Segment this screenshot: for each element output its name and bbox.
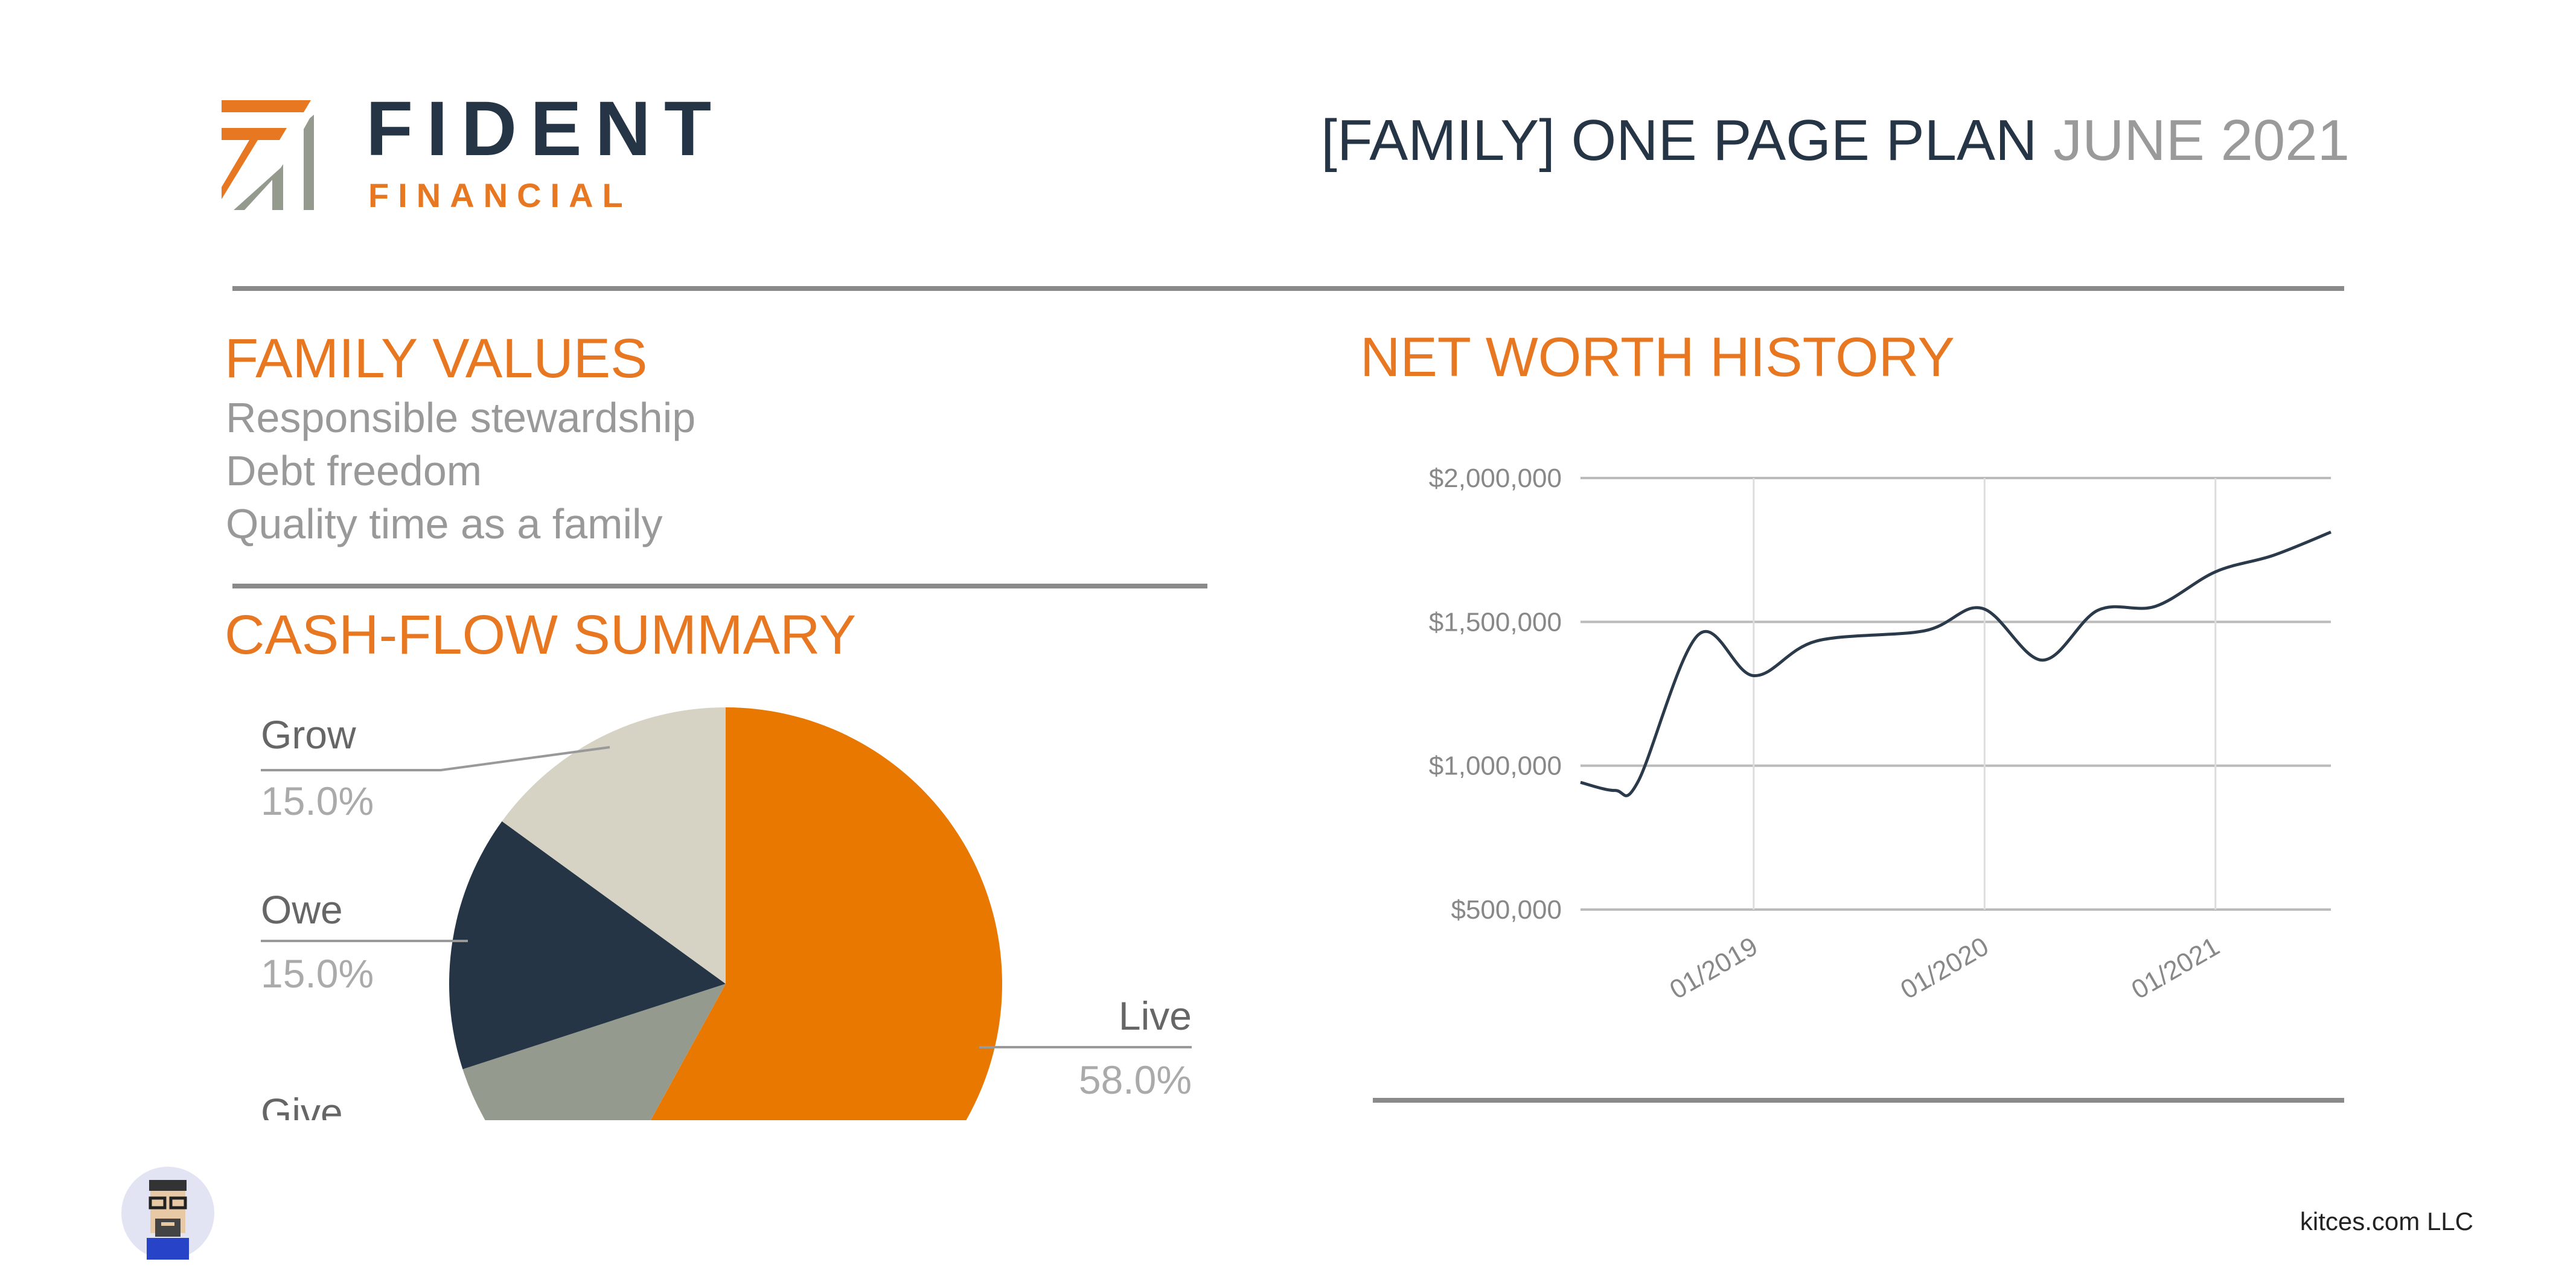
pie-label-owe: Owe xyxy=(261,887,343,932)
y-tick-label: $2,000,000 xyxy=(1429,464,1562,493)
y-tick-label: $500,000 xyxy=(1451,895,1562,925)
net-worth-heading: NET WORTH HISTORY xyxy=(1360,327,1955,388)
logo-name: FIDENT xyxy=(366,86,725,172)
pie-label-live: Live xyxy=(1119,993,1192,1038)
pie-pct-live: 58.0% xyxy=(1079,1057,1192,1102)
family-value-item: Debt freedom xyxy=(226,447,482,494)
pie-label-grow: Grow xyxy=(261,712,356,757)
pie-pct-grow: 15.0% xyxy=(261,779,374,823)
chart-divider xyxy=(1373,1098,2344,1103)
pie-leader-grow xyxy=(261,746,610,771)
x-tick-label: 01/2019 xyxy=(1665,931,1763,1005)
net-worth-line-chart: $2,000,000 $1,500,000 $1,000,000 $500,000 0… xyxy=(1429,464,2332,1005)
y-tick-label: $1,500,000 xyxy=(1429,607,1562,637)
page-title: [FAMILY] ONE PAGE PLAN JUNE 2021 xyxy=(1321,112,2350,170)
footer-credit: kitces.com LLC xyxy=(2300,1207,2473,1235)
pie-label-give: Give xyxy=(261,1090,343,1120)
family-value-item: Responsible stewardship xyxy=(226,394,696,441)
pie-slice-owe xyxy=(449,821,726,1070)
plan-date: JUNE 2021 xyxy=(2053,108,2350,173)
cash-flow-heading: CASH-FLOW SUMMARY xyxy=(225,604,857,666)
pie-slice-grow xyxy=(502,707,726,984)
cash-flow-pie-chart: Grow 15.0% Owe 15.0% Give Live 58.0% xyxy=(261,707,1192,1120)
pie-slice-live xyxy=(650,707,1002,1120)
family-values-heading: FAMILY VALUES xyxy=(225,328,648,389)
logo-icon xyxy=(222,100,314,210)
author-avatar xyxy=(121,1167,214,1260)
plan-title: [FAMILY] ONE PAGE PLAN xyxy=(1321,108,2037,173)
family-value-item: Quality time as a family xyxy=(226,500,663,547)
x-tick-label: 01/2021 xyxy=(2127,931,2225,1005)
x-tick-label: 01/2020 xyxy=(1896,931,1993,1005)
y-tick-label: $1,000,000 xyxy=(1429,751,1562,781)
header-divider xyxy=(232,286,2344,291)
logo-subname: FINANCIAL xyxy=(368,176,632,214)
pie-pct-owe: 15.0% xyxy=(261,951,374,996)
net-worth-line xyxy=(1580,531,2332,797)
pie-slice-give xyxy=(462,984,726,1120)
values-divider xyxy=(232,584,1207,588)
